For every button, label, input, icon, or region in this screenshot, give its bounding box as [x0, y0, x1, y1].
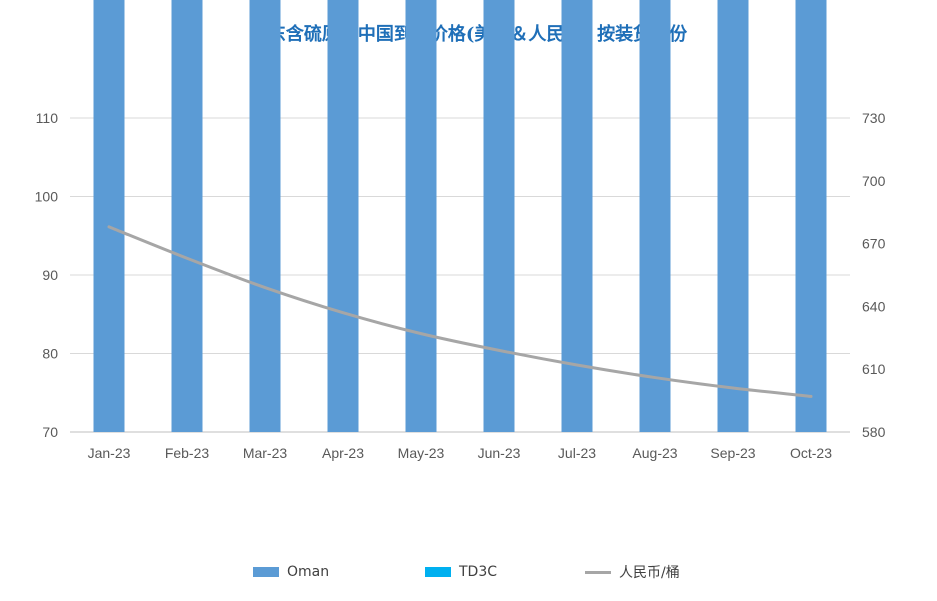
bar-oman [561, 0, 593, 432]
legend-swatch [425, 567, 451, 577]
y-right-tick-label: 640 [862, 298, 886, 314]
legend-swatch [585, 570, 611, 574]
y-right-tick-label: 700 [862, 173, 886, 189]
y-right-tick-label: 670 [862, 236, 886, 252]
legend-item: Oman [253, 560, 329, 584]
legend-label: 人民币/桶 [619, 565, 680, 581]
legend-item: TD3C [425, 560, 497, 584]
legend-label: TD3C [459, 564, 498, 580]
y-left-tick-label: 90 [42, 267, 58, 283]
y-right-tick-label: 610 [862, 361, 886, 377]
x-tick-label: Jun-23 [478, 445, 521, 461]
x-tick-label: Oct-23 [790, 445, 832, 461]
bar-oman [171, 0, 203, 432]
bar-oman [327, 0, 359, 432]
bar-oman [93, 0, 125, 432]
y-left-tick-label: 80 [42, 346, 58, 362]
y-left-tick-label: 100 [35, 189, 59, 205]
x-tick-label: Feb-23 [165, 445, 210, 461]
bar-oman [795, 0, 827, 433]
legend-item: 人民币/桶 [585, 560, 680, 584]
legend: Oman TD3C 人民币/桶 [0, 560, 937, 584]
y-right-tick-label: 580 [862, 424, 886, 440]
series-line-rmb [107, 225, 813, 398]
x-tick-label: Aug-23 [632, 445, 677, 461]
x-tick-label: Mar-23 [243, 445, 288, 461]
x-tick-label: May-23 [398, 445, 445, 461]
legend-swatch [253, 567, 279, 577]
bar-oman [405, 0, 437, 433]
legend-label: Oman [287, 564, 330, 580]
x-tick-label: Sep-23 [710, 445, 755, 461]
x-tick-label: Apr-23 [322, 445, 364, 461]
bar-oman [249, 0, 281, 432]
y-left-tick-label: 70 [42, 424, 58, 440]
bar-oman [639, 0, 671, 433]
y-right-tick-label: 730 [862, 110, 886, 126]
x-tick-label: Jul-23 [558, 445, 596, 461]
bar-oman [483, 0, 515, 433]
y-left-tick-label: 110 [36, 110, 59, 126]
bar-oman [717, 0, 749, 433]
x-tick-label: Jan-23 [88, 445, 131, 461]
